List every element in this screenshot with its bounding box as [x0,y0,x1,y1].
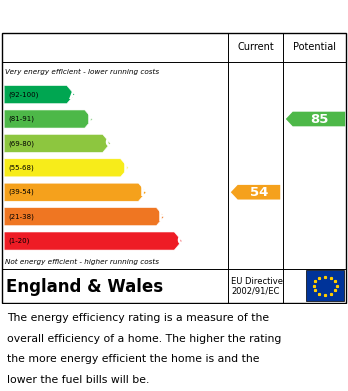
Polygon shape [286,112,345,126]
Polygon shape [4,183,146,201]
Text: B: B [87,112,97,126]
Text: D: D [122,161,134,175]
Text: Current: Current [237,42,274,52]
Text: lower the fuel bills will be.: lower the fuel bills will be. [7,375,149,386]
Polygon shape [4,86,74,104]
Text: the more energy efficient the home is and the: the more energy efficient the home is an… [7,355,260,364]
Text: (39-54): (39-54) [8,189,34,196]
Text: F: F [158,210,168,224]
Text: A: A [69,88,79,102]
Text: (21-38): (21-38) [8,213,34,220]
Text: Very energy efficient - lower running costs: Very energy efficient - lower running co… [5,68,159,75]
Text: Energy Efficiency Rating: Energy Efficiency Rating [10,7,251,25]
Text: The energy efficiency rating is a measure of the: The energy efficiency rating is a measur… [7,313,269,323]
Bar [306,270,344,301]
Text: 2002/91/EC: 2002/91/EC [231,287,280,296]
Text: (55-68): (55-68) [8,165,34,171]
Text: England & Wales: England & Wales [6,278,164,296]
Text: Potential: Potential [293,42,336,52]
Text: (92-100): (92-100) [8,91,39,98]
Text: EU Directive: EU Directive [231,277,284,286]
Polygon shape [4,232,182,250]
Text: (69-80): (69-80) [8,140,34,147]
Polygon shape [4,135,110,152]
Text: (1-20): (1-20) [8,238,30,244]
Text: G: G [176,234,187,248]
Polygon shape [4,159,128,177]
Text: Not energy efficient - higher running costs: Not energy efficient - higher running co… [5,259,159,265]
Text: (81-91): (81-91) [8,116,34,122]
Polygon shape [4,110,93,128]
Polygon shape [231,185,280,199]
Polygon shape [4,208,164,226]
Text: overall efficiency of a home. The higher the rating: overall efficiency of a home. The higher… [7,334,281,344]
Text: C: C [104,136,114,151]
Text: 54: 54 [251,186,269,199]
Text: 85: 85 [310,113,329,126]
Text: E: E [140,185,150,199]
